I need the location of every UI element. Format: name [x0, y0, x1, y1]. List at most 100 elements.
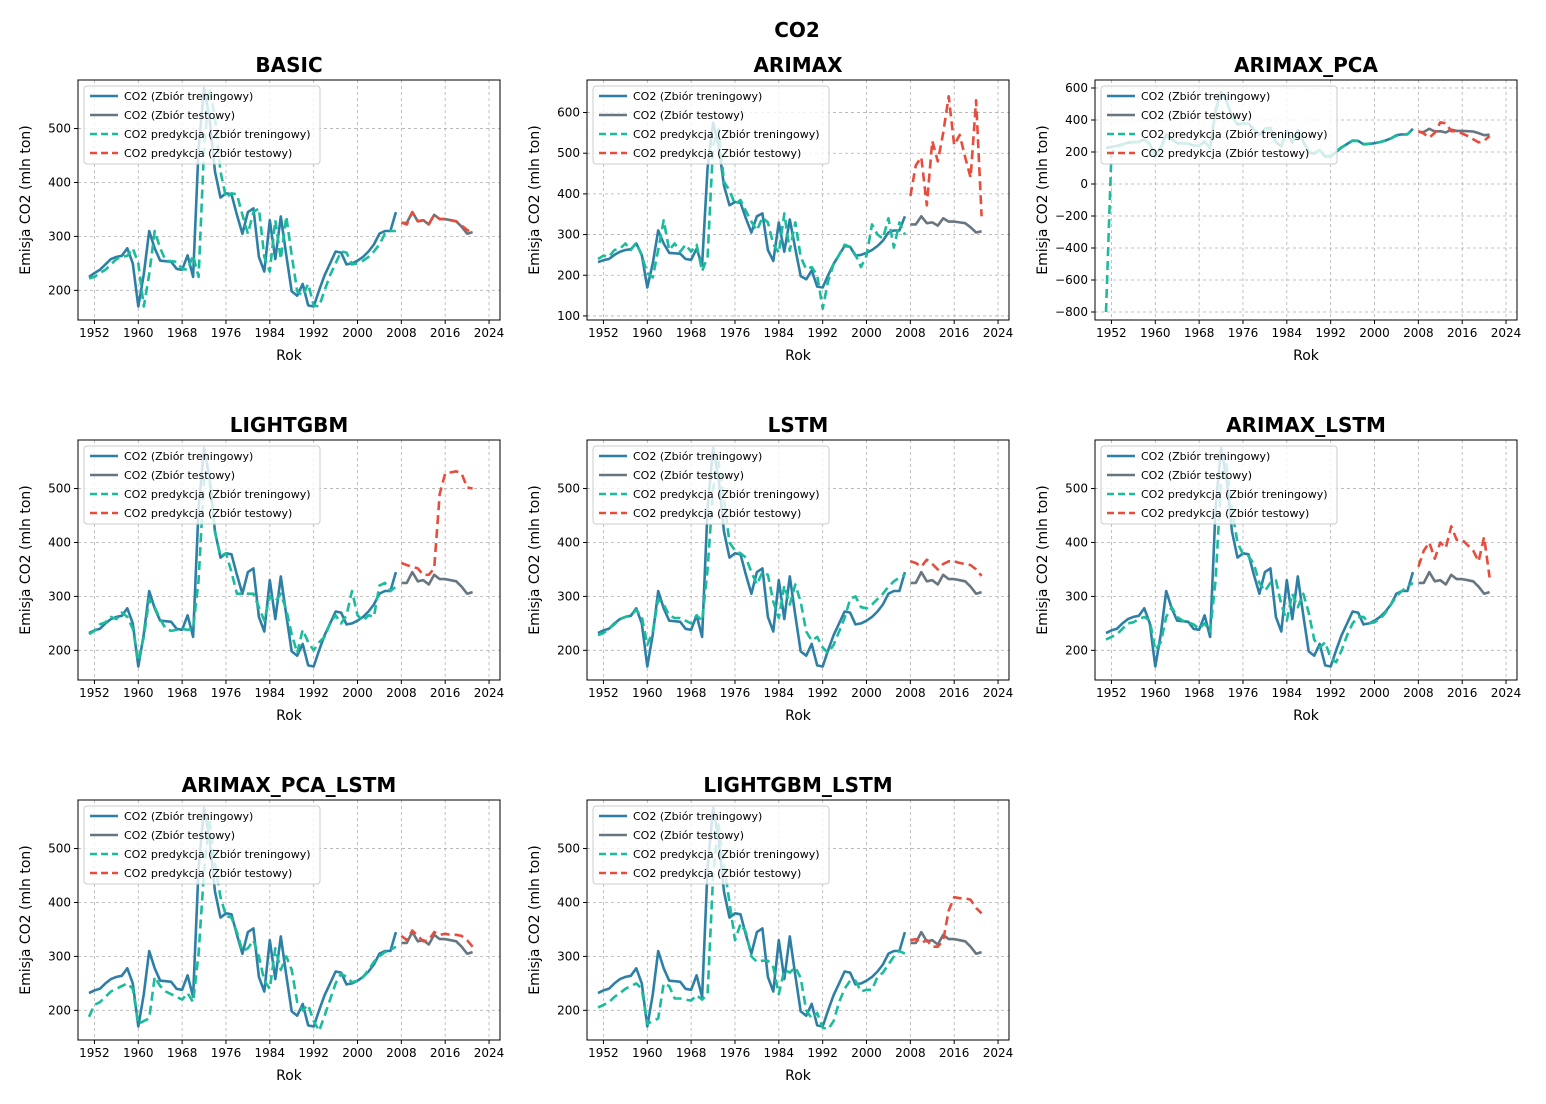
x-tick-label: 1952: [588, 326, 619, 340]
series-line-pred-test: [400, 210, 474, 235]
y-tick-label: 300: [557, 228, 580, 242]
y-tick-label: 600: [1065, 81, 1088, 95]
legend-entry: CO2 (Zbiór testowy): [633, 109, 744, 122]
y-tick-label: 200: [1065, 643, 1088, 657]
x-tick-label: 1976: [1228, 686, 1259, 700]
x-tick-label: 1976: [211, 1046, 242, 1060]
y-tick-label: 400: [557, 187, 580, 201]
x-tick-label: 2016: [939, 326, 970, 340]
x-tick-label: 2008: [1403, 326, 1434, 340]
y-tick-label: 200: [557, 268, 580, 282]
y-tick-label: 400: [1065, 535, 1088, 549]
y-tick-label: 200: [48, 1003, 71, 1017]
x-tick-label: 1960: [632, 326, 663, 340]
legend-entry: CO2 predykcja (Zbiór treningowy): [633, 488, 820, 501]
series-line-pred-train: [597, 460, 906, 655]
legend: CO2 (Zbiór treningowy) CO2 (Zbiór testowy…: [83, 85, 321, 165]
series-line-test: [401, 570, 473, 596]
series-lines: [597, 446, 983, 668]
x-tick-label: 2016: [430, 326, 461, 340]
legend-entry: CO2 (Zbiór treningowy): [1141, 90, 1270, 103]
x-tick-label: 2016: [430, 1046, 461, 1060]
legend-entry: CO2 predykcja (Zbiór testowy): [124, 147, 292, 160]
legend-box: [592, 805, 830, 885]
y-tick-label: 100: [557, 309, 580, 323]
x-tick-label: 1984: [255, 326, 286, 340]
legend-entry: CO2 predykcja (Zbiór testowy): [124, 507, 292, 520]
y-axis-label: Emisja CO2 (mln ton): [1035, 485, 1051, 634]
subplot-title: LSTM: [768, 413, 829, 437]
series-line-test: [910, 570, 982, 596]
x-axis-label: Rok: [785, 708, 812, 724]
y-tick-label: 500: [48, 122, 71, 136]
subplot-title: ARIMAX: [753, 53, 843, 77]
series-line-pred-train: [1105, 462, 1414, 664]
x-tick-label: 2024: [474, 686, 505, 700]
series-line-pred-test: [909, 95, 983, 217]
x-tick-label: 1984: [255, 1046, 286, 1060]
y-tick-label: −400: [1055, 241, 1088, 255]
legend-entry: CO2 (Zbiór testowy): [1141, 109, 1252, 122]
y-tick-label: 200: [1065, 145, 1088, 159]
x-tick-label: 1992: [1315, 326, 1346, 340]
legend-box: [1100, 445, 1338, 525]
x-tick-label: 1968: [676, 686, 707, 700]
legend: CO2 (Zbiór treningowy) CO2 (Zbiór testowy…: [592, 445, 830, 525]
legend-box: [83, 85, 321, 165]
legend-entry: CO2 predykcja (Zbiór testowy): [633, 147, 801, 160]
series-line-train: [1105, 446, 1415, 668]
x-tick-label: 1960: [123, 686, 154, 700]
subplot-arimax-pca-lstm: 1952 1960 1968 1976 1984 1992 2000 2008 2016 2024…: [18, 773, 504, 1084]
legend-entry: CO2 predykcja (Zbiór testowy): [1141, 147, 1309, 160]
legend: CO2 (Zbiór treningowy) CO2 (Zbiór testowy…: [592, 85, 830, 165]
legend-entry: CO2 (Zbiór treningowy): [124, 450, 253, 463]
axes-frame: [586, 439, 1010, 681]
x-axis-label: Rok: [276, 1068, 303, 1084]
x-tick-label: 2024: [1491, 326, 1522, 340]
x-tick-label: 1960: [123, 1046, 154, 1060]
y-axis-label: Emisja CO2 (mln ton): [527, 845, 543, 994]
x-tick-label: 2008: [895, 1046, 926, 1060]
legend-entry: CO2 (Zbiór testowy): [633, 469, 744, 482]
y-axis-label: Emisja CO2 (mln ton): [18, 125, 34, 274]
series-lines: [87, 806, 474, 1033]
series-lines: [88, 446, 473, 668]
legend-entry: CO2 predykcja (Zbiór testowy): [633, 507, 801, 520]
x-tick-label: 1984: [1272, 686, 1303, 700]
y-tick-label: 300: [48, 589, 71, 603]
legend-entry: CO2 (Zbiór treningowy): [633, 810, 762, 823]
legend-box: [592, 85, 830, 165]
x-tick-label: 1952: [588, 1046, 619, 1060]
y-tick-label: 0: [1080, 177, 1088, 191]
subplot-lightgbm: 1952 1960 1968 1976 1984 1992 2000 2008 2016 2024…: [18, 413, 504, 724]
axes-frame: [77, 439, 501, 681]
legend-entry: CO2 (Zbiór treningowy): [124, 810, 253, 823]
x-tick-label: 2016: [1447, 326, 1478, 340]
y-tick-label: 300: [48, 949, 71, 963]
legend-entry: CO2 (Zbiór testowy): [633, 829, 744, 842]
x-tick-label: 1960: [1140, 686, 1171, 700]
y-tick-label: −600: [1055, 273, 1088, 287]
series-lines: [1105, 446, 1491, 668]
x-tick-label: 2016: [1447, 686, 1478, 700]
y-axis-label: Emisja CO2 (mln ton): [18, 485, 34, 634]
legend-entry: CO2 predykcja (Zbiór treningowy): [633, 128, 820, 141]
x-tick-label: 1992: [1315, 686, 1346, 700]
x-tick-label: 1960: [632, 1046, 663, 1060]
y-tick-label: 500: [557, 146, 580, 160]
legend-entry: CO2 predykcja (Zbiór treningowy): [633, 848, 820, 861]
legend-entry: CO2 predykcja (Zbiór treningowy): [1141, 128, 1328, 141]
legend: CO2 (Zbiór treningowy) CO2 (Zbiór testowy…: [83, 445, 321, 525]
x-tick-label: 2016: [939, 686, 970, 700]
y-tick-label: 300: [48, 229, 71, 243]
subplot-lstm: 1952 1960 1968 1976 1984 1992 2000 2008 2016 2024…: [527, 413, 1013, 724]
y-tick-label: 500: [557, 482, 580, 496]
x-tick-label: 2000: [851, 326, 882, 340]
y-tick-label: 300: [1065, 589, 1088, 603]
x-tick-label: 2016: [939, 1046, 970, 1060]
series-line-pred-test: [910, 895, 983, 949]
x-tick-label: 1952: [588, 686, 619, 700]
legend-box: [83, 445, 321, 525]
legend-entry: CO2 predykcja (Zbiór testowy): [633, 867, 801, 880]
x-tick-label: 2008: [1403, 686, 1434, 700]
